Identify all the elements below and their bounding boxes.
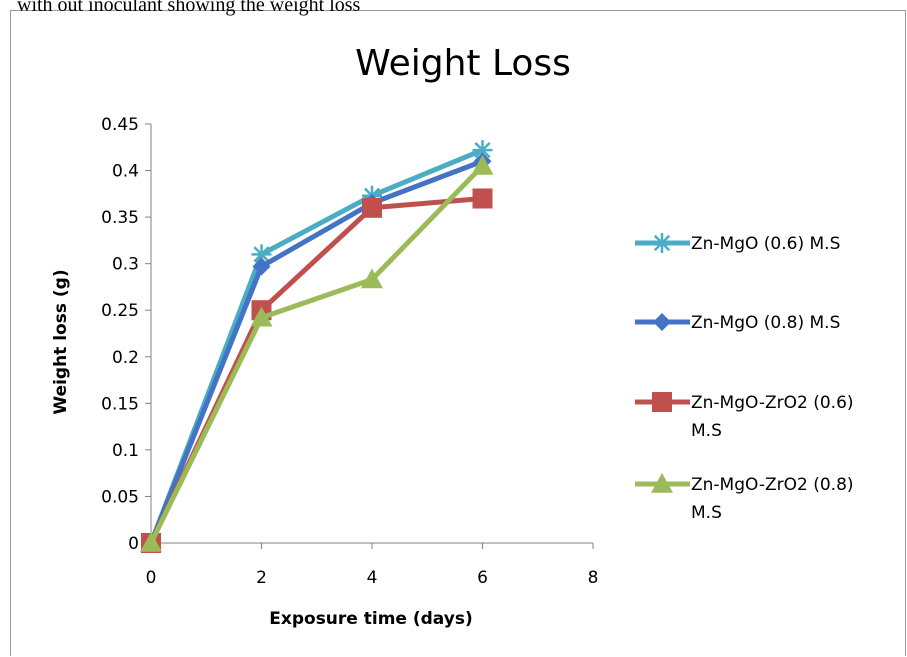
x-tick-label: 6 [477,568,488,588]
legend-swatch-marker [652,233,672,253]
x-tick-label: 2 [256,568,267,588]
legend: Zn-MgO (0.6) M.S Zn-MgO (0.8) M.S Zn-MgO-Z… [635,233,854,523]
data-point [361,268,383,289]
series-line [148,164,485,545]
series-layer [140,140,494,553]
data-point [140,532,162,552]
y-tick-label: 0.25 [101,301,139,321]
legend-item-1: Zn-MgO (0.6) M.S [635,233,840,254]
legend-label: Zn-MgO (0.6) M.S [691,234,840,254]
legend-label: Zn-MgO-ZrO2 (0.6) [691,393,854,413]
series-line [148,147,484,544]
data-point [250,306,273,327]
y-tick-label: 0.45 [101,115,139,135]
top-caption: with out inoculant showing the weight lo… [17,0,361,16]
legend-swatch-marker [653,313,671,331]
legend-swatch-marker [652,392,672,412]
data-point [472,188,493,209]
axes: 0 0.05 0.1 0.15 0.2 0.25 0.3 0.35 0.4 0.45 0 2 4 6 8 [101,115,598,588]
data-point [471,154,494,175]
legend-swatch-marker [651,473,673,493]
y-tick-label: 0.4 [112,162,139,182]
y-tick-label: 0.3 [112,255,139,275]
series-3 [141,188,493,553]
legend-label: Zn-MgO-ZrO2 (0.8) [691,475,854,495]
y-tick-label: 0.05 [101,487,139,507]
y-tick-label: 0.2 [112,348,139,368]
y-tick-label: 0.1 [112,441,139,461]
y-tick-label: 0.35 [101,208,139,228]
series-4 [140,154,494,552]
legend-label: Zn-MgO (0.8) M.S [691,313,840,333]
y-tick-label: 0.15 [101,394,139,414]
x-tick-label: 4 [367,568,378,588]
chart-title: Weight Loss [355,43,571,84]
series-line [148,158,484,544]
x-tick-label: 0 [146,568,157,588]
x-tick-label: 8 [588,568,599,588]
series-line [148,195,483,545]
legend-item-3: Zn-MgO-ZrO2 (0.6) M.S [635,392,854,441]
data-point [362,197,382,218]
y-axis-title: Weight loss (g) [51,269,71,414]
legend-label: M.S [691,503,722,523]
legend-item-4: Zn-MgO-ZrO2 (0.8) M.S [635,473,854,523]
y-tick-label: 0 [128,534,139,554]
legend-label: M.S [691,421,722,441]
x-axis-title: Exposure time (days) [269,609,472,629]
data-point [252,257,271,276]
legend-item-2: Zn-MgO (0.8) M.S [635,313,840,333]
